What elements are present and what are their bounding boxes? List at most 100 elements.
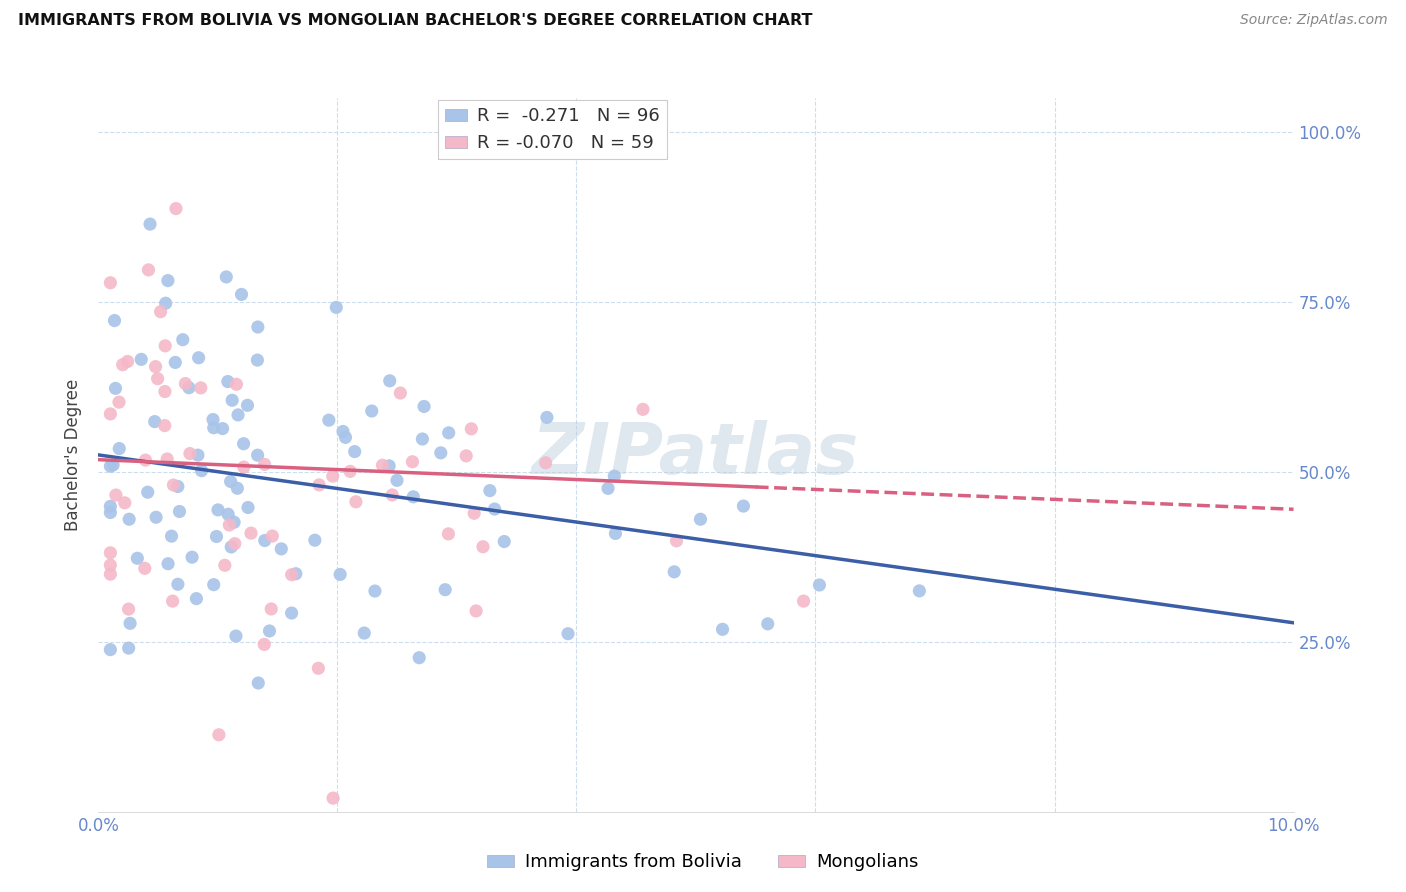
Point	[260, 602, 283, 616]
Point	[246, 320, 269, 334]
Point	[463, 506, 485, 520]
Point	[190, 381, 212, 395]
Point	[325, 301, 347, 315]
Point	[280, 567, 302, 582]
Point	[153, 384, 176, 399]
Point	[162, 478, 184, 492]
Point	[165, 202, 187, 216]
Point	[329, 567, 352, 582]
Point	[402, 490, 425, 504]
Point	[208, 728, 231, 742]
Point	[246, 353, 269, 368]
Point	[179, 446, 201, 460]
Point	[318, 413, 340, 427]
Point	[478, 483, 501, 498]
Point	[364, 584, 387, 599]
Point	[153, 339, 176, 353]
Point	[118, 512, 141, 526]
Point	[111, 358, 134, 372]
Point	[202, 421, 225, 435]
Point	[100, 500, 122, 514]
Point	[430, 446, 453, 460]
Point	[101, 458, 124, 472]
Point	[162, 594, 184, 608]
Point	[664, 565, 686, 579]
Point	[214, 558, 236, 573]
Point	[381, 488, 404, 502]
Point	[156, 452, 179, 467]
Point	[385, 473, 408, 487]
Text: Source: ZipAtlas.com: Source: ZipAtlas.com	[1240, 13, 1388, 28]
Point	[353, 626, 375, 640]
Point	[222, 515, 245, 529]
Point	[172, 333, 194, 347]
Point	[136, 485, 159, 500]
Point	[240, 526, 263, 541]
Point	[378, 374, 401, 388]
Point	[689, 512, 711, 526]
Point	[217, 375, 239, 389]
Point	[232, 460, 254, 475]
Legend: R =  -0.271   N = 96, R = -0.070   N = 59: R = -0.271 N = 96, R = -0.070 N = 59	[437, 100, 668, 160]
Point	[371, 458, 394, 473]
Point	[307, 661, 329, 675]
Point	[411, 432, 433, 446]
Point	[129, 352, 152, 367]
Point	[215, 269, 238, 284]
Point	[225, 629, 247, 643]
Point	[157, 557, 180, 571]
Point	[100, 642, 122, 657]
Point	[221, 393, 243, 408]
Point	[557, 626, 579, 640]
Point	[494, 534, 516, 549]
Point	[793, 594, 815, 608]
Point	[202, 577, 225, 591]
Point	[253, 533, 276, 548]
Point	[253, 458, 276, 472]
Point	[226, 481, 249, 495]
Point	[332, 425, 354, 439]
Point	[139, 217, 162, 231]
Point	[262, 529, 284, 543]
Point	[217, 508, 239, 522]
Point	[149, 304, 172, 318]
Point	[153, 418, 176, 433]
Point	[100, 546, 122, 560]
Point	[460, 422, 482, 436]
Point	[117, 602, 139, 616]
Point	[534, 456, 557, 470]
Point	[117, 354, 139, 368]
Text: ZIPatlas: ZIPatlas	[533, 420, 859, 490]
Point	[603, 469, 626, 483]
Point	[118, 641, 141, 656]
Point	[247, 676, 270, 690]
Point	[270, 541, 292, 556]
Point	[665, 533, 688, 548]
Point	[160, 529, 183, 543]
Point	[259, 624, 281, 638]
Point	[596, 481, 619, 495]
Point	[484, 502, 506, 516]
Point	[104, 488, 127, 502]
Point	[246, 448, 269, 462]
Point	[146, 372, 169, 386]
Point	[104, 381, 127, 395]
Point	[143, 415, 166, 429]
Point	[472, 540, 495, 554]
Point	[339, 464, 361, 478]
Point	[401, 455, 423, 469]
Point	[335, 430, 357, 444]
Point	[205, 529, 228, 543]
Point	[169, 504, 191, 518]
Text: IMMIGRANTS FROM BOLIVIA VS MONGOLIAN BACHELOR'S DEGREE CORRELATION CHART: IMMIGRANTS FROM BOLIVIA VS MONGOLIAN BAC…	[18, 13, 813, 29]
Point	[536, 410, 558, 425]
Point	[224, 537, 246, 551]
Point	[145, 359, 167, 374]
Point	[181, 550, 204, 565]
Point	[605, 526, 627, 541]
Point	[756, 616, 779, 631]
Point	[631, 402, 654, 417]
Point	[231, 287, 253, 301]
Point	[108, 442, 131, 456]
Point	[187, 448, 209, 462]
